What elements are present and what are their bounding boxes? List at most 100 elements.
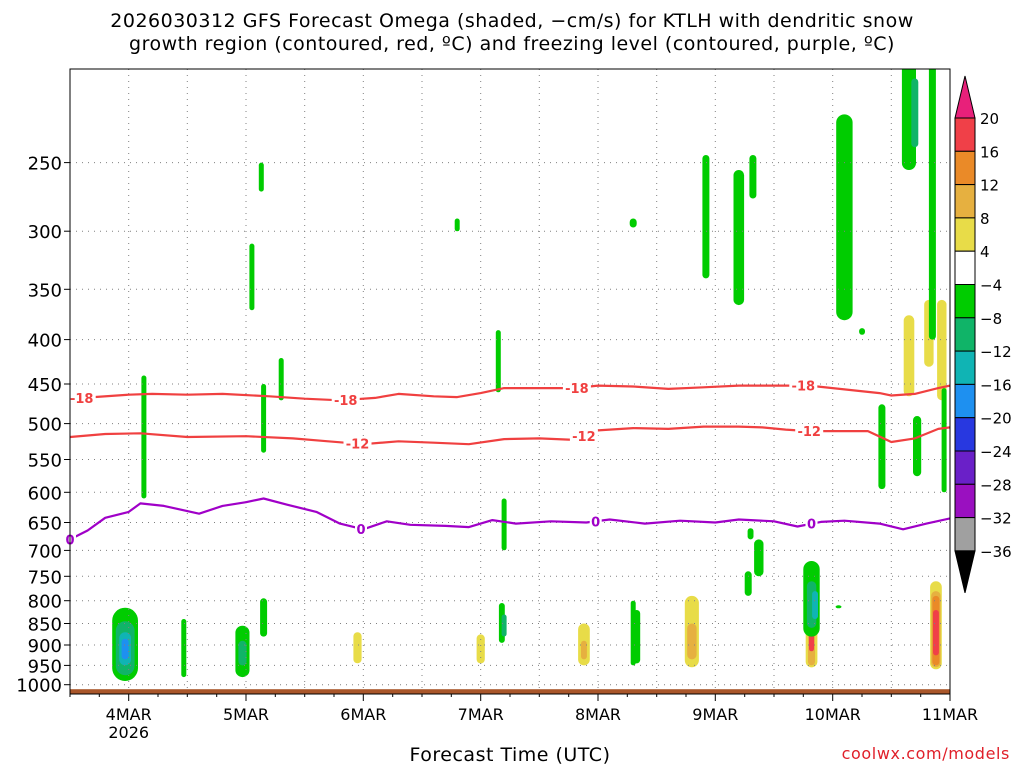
omega-region — [81, 184, 89, 284]
omega-region — [702, 155, 710, 279]
omega-region — [754, 539, 764, 577]
contour-label-bg — [569, 429, 598, 444]
contour-label-bg — [589, 514, 602, 529]
omega-region — [260, 205, 267, 256]
omega-region — [737, 559, 745, 572]
omega-region — [858, 139, 873, 181]
contour-label: 0 — [356, 523, 365, 538]
chart-title-line-2: growth region (contoured, red, ºC) and f… — [129, 33, 895, 55]
x-tick-label: 5MAR — [223, 705, 269, 724]
x-tick-label: 6MAR — [340, 705, 386, 724]
omega-region — [890, 114, 898, 178]
omega-region — [747, 528, 754, 540]
omega-region — [941, 388, 947, 493]
omega-region — [933, 610, 939, 656]
y-tick-label: 600 — [28, 483, 62, 504]
omega-region — [632, 131, 639, 192]
x-tick-label: 9MAR — [692, 705, 738, 724]
contour-label: -18 — [565, 382, 589, 397]
grid-lines — [70, 69, 950, 694]
colorbar-bin — [954, 184, 976, 219]
colorbar-label: −12 — [980, 343, 1012, 361]
contour-label-bg — [355, 521, 367, 536]
colorbar-label: −28 — [980, 476, 1012, 494]
colorbar-bin — [954, 117, 976, 152]
omega-region — [166, 96, 173, 163]
contour-label: -18 — [70, 392, 94, 407]
omega-region — [647, 218, 654, 256]
omega-region — [501, 614, 507, 637]
colorbar-label: 8 — [980, 210, 990, 228]
contour-label: -12 — [797, 425, 821, 440]
x-tick-sublabel: 2026 — [108, 723, 149, 742]
x-tick-label: 7MAR — [458, 705, 504, 724]
omega-region — [290, 299, 296, 335]
y-tick-label: 900 — [28, 636, 62, 657]
y-tick-label: 650 — [28, 514, 62, 535]
y-tick-label: 850 — [28, 615, 62, 636]
x-tick-label: 11MAR — [922, 705, 978, 724]
colorbar-bin — [954, 284, 976, 319]
x-axis-label: Forecast Time (UTC) — [409, 744, 611, 766]
omega-region — [612, 619, 619, 637]
y-tick-label: 400 — [28, 331, 62, 352]
colorbar-label: −36 — [980, 543, 1012, 561]
contour-label: -12 — [346, 438, 370, 453]
omega-region — [812, 591, 818, 619]
y-tick-label: 300 — [28, 222, 62, 243]
omega-region — [691, 315, 704, 380]
y-tick-label: 550 — [28, 451, 62, 472]
omega-region — [249, 243, 255, 311]
omega-region — [353, 632, 362, 664]
contour-label-bg — [343, 436, 372, 451]
omega-region — [476, 634, 485, 664]
omega-region — [258, 162, 264, 192]
omega-region — [733, 170, 745, 306]
colorbar-bin — [954, 483, 976, 519]
colorbar-bin — [954, 150, 976, 186]
omega-region — [878, 404, 886, 490]
omega-region — [913, 416, 922, 477]
colorbar-bin — [954, 517, 976, 552]
y-tick-label: 450 — [28, 375, 62, 396]
omega-region — [576, 231, 584, 268]
omega-region — [141, 375, 147, 499]
x-tick-label: 10MAR — [805, 705, 861, 724]
omega-region — [495, 504, 501, 561]
credit-text: coolwx.com/models — [841, 744, 1010, 763]
y-tick-label: 700 — [28, 541, 62, 562]
colorbar-label: −4 — [980, 277, 1002, 295]
y-tick-label: 750 — [28, 567, 62, 588]
omega-region — [859, 328, 865, 335]
omega-region — [261, 384, 267, 453]
contour-label-bg — [795, 424, 824, 439]
colorbar-bin — [954, 250, 976, 285]
colorbar-top-arrow — [954, 75, 976, 119]
omega-region — [257, 550, 263, 574]
omega-region — [517, 249, 527, 340]
contour-label: 0 — [807, 518, 816, 533]
omega-region — [903, 315, 915, 397]
colorbar-bin — [954, 450, 976, 485]
chart-title-line-1: 2026030312 GFS Forecast Omega (shaded, −… — [110, 10, 914, 32]
omega-region — [260, 598, 268, 637]
omega-region — [911, 78, 919, 148]
x-tick-label: 4MAR — [106, 705, 152, 724]
colorbar-label: −16 — [980, 376, 1012, 394]
omega-region — [633, 610, 641, 664]
omega-region — [419, 218, 425, 290]
omega-region — [670, 299, 678, 335]
y-tick-label: 250 — [28, 154, 62, 175]
contour-label-bg — [789, 378, 818, 393]
omega-region — [181, 619, 187, 678]
omega-region — [489, 289, 496, 311]
omega-region — [918, 69, 930, 163]
colorbar-label: 20 — [980, 110, 999, 128]
omega-region — [520, 588, 530, 619]
colorbar-label: 12 — [980, 177, 999, 195]
colorbar-label: 16 — [980, 143, 999, 161]
